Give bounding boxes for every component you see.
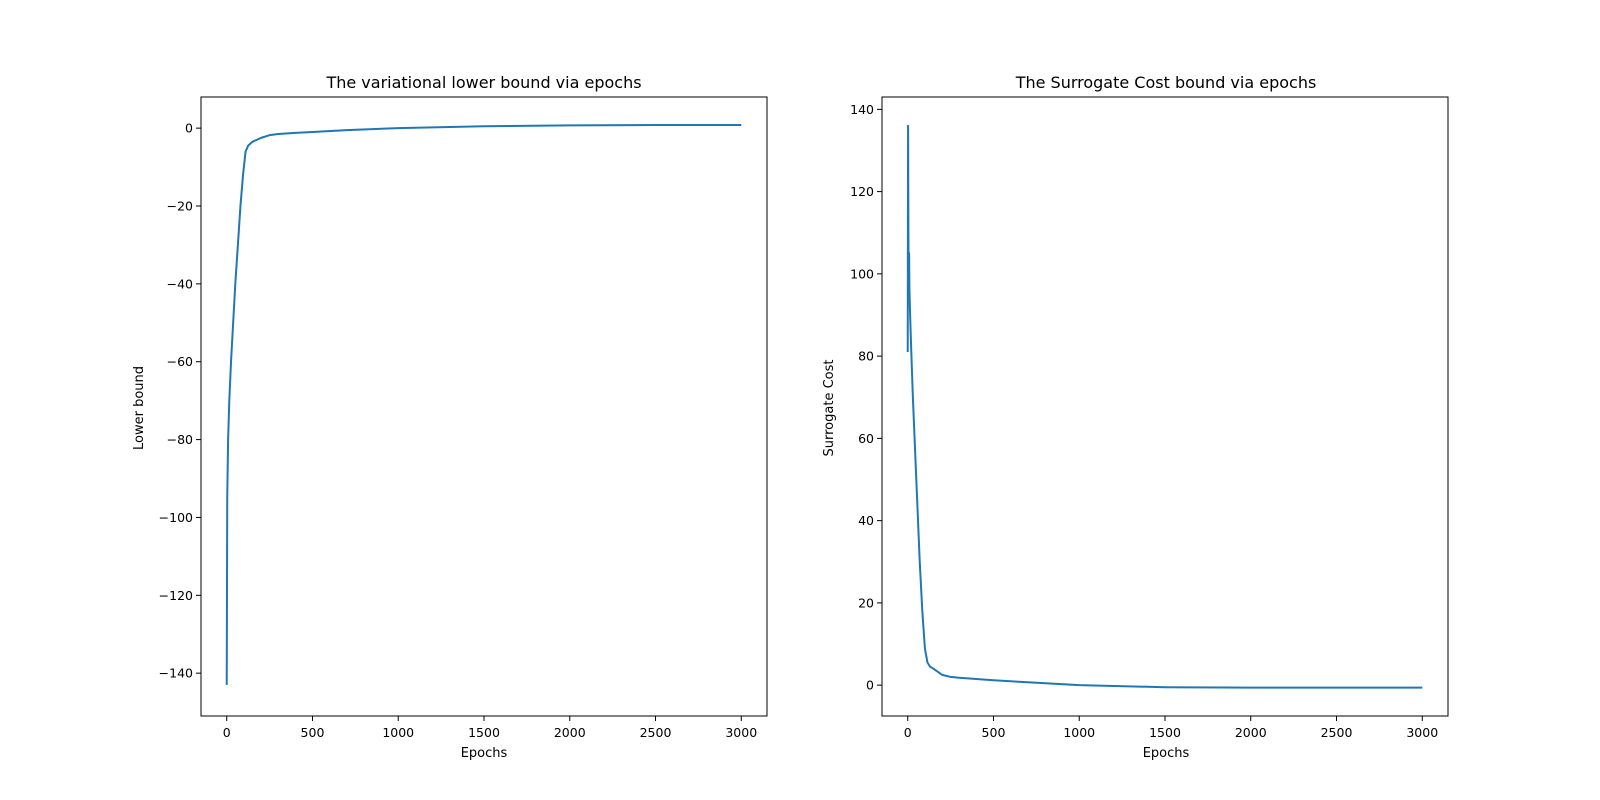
lower-bound-x-tick-label: 2500 [640, 725, 672, 740]
lower-bound-x-tick-label: 3000 [725, 725, 757, 740]
surrogate-cost-x-tick-label: 1500 [1149, 725, 1181, 740]
lower-bound-chart-title: The variational lower bound via epochs [325, 73, 641, 92]
surrogate-cost-chart-title: The Surrogate Cost bound via epochs [1015, 73, 1317, 92]
lower-bound-axes-frame [200, 96, 768, 717]
surrogate-cost-series-line [906, 124, 1423, 689]
surrogate-cost-x-tick-label: 2000 [1235, 725, 1267, 740]
lower-bound-y-tick-label: −140 [159, 666, 193, 681]
surrogate-cost-y-tick-label: 40 [858, 513, 874, 528]
surrogate-cost-x-tick-label: 0 [904, 725, 912, 740]
lower-bound-y-tick-label: −20 [167, 199, 193, 214]
lower-bound-x-tick-label: 1000 [382, 725, 414, 740]
surrogate-cost-axes-frame [881, 96, 1449, 717]
lower-bound-y-axis-label: Lower bound [132, 366, 147, 450]
surrogate-cost-x-tick-label: 2500 [1321, 725, 1353, 740]
surrogate-cost-x-tick-label: 1000 [1063, 725, 1095, 740]
lower-bound-x-tick-label: 2000 [554, 725, 586, 740]
surrogate-cost-x-tick-label: 500 [982, 725, 1006, 740]
lower-bound-x-tick-label: 500 [301, 725, 325, 740]
lower-bound-y-tick-label: −120 [159, 588, 193, 603]
surrogate-cost-chart: 0 500 1000 1500 2000 2500 3000 0 20 40 60 80 100 120 1… [822, 73, 1449, 761]
surrogate-cost-x-axis-label: Epochs [1143, 746, 1190, 761]
surrogate-cost-y-tick-label: 140 [850, 102, 874, 117]
surrogate-cost-y-tick-label: 80 [858, 349, 874, 364]
surrogate-cost-x-tick-label: 3000 [1406, 725, 1438, 740]
lower-bound-y-tick-label: −40 [167, 276, 193, 291]
lower-bound-y-tick-label: 0 [185, 121, 193, 136]
surrogate-cost-y-tick-label: 100 [850, 266, 874, 281]
lower-bound-chart: 0 500 1000 1500 2000 2500 3000 −140 −120 −100 −80 −… [132, 73, 768, 761]
lower-bound-y-tick-label: −60 [167, 354, 193, 369]
surrogate-cost-y-tick-label: 0 [866, 678, 874, 693]
lower-bound-x-axis-label: Epochs [461, 746, 508, 761]
lower-bound-plot-area: 0 500 1000 1500 2000 2500 3000 −140 −120 −100 −80 −… [159, 96, 768, 740]
surrogate-cost-plot-area: 0 500 1000 1500 2000 2500 3000 0 20 40 60 80 100 120 1… [850, 96, 1449, 740]
surrogate-cost-y-tick-label: 20 [858, 595, 874, 610]
surrogate-cost-y-tick-label: 60 [858, 431, 874, 446]
lower-bound-y-tick-label: −80 [167, 432, 193, 447]
lower-bound-x-tick-label: 0 [223, 725, 231, 740]
surrogate-cost-y-tick-label: 120 [850, 184, 874, 199]
lower-bound-series-line [225, 124, 742, 685]
lower-bound-y-tick-label: −100 [159, 510, 193, 525]
lower-bound-x-tick-label: 1500 [468, 725, 500, 740]
surrogate-cost-y-axis-label: Surrogate Cost [822, 360, 837, 457]
